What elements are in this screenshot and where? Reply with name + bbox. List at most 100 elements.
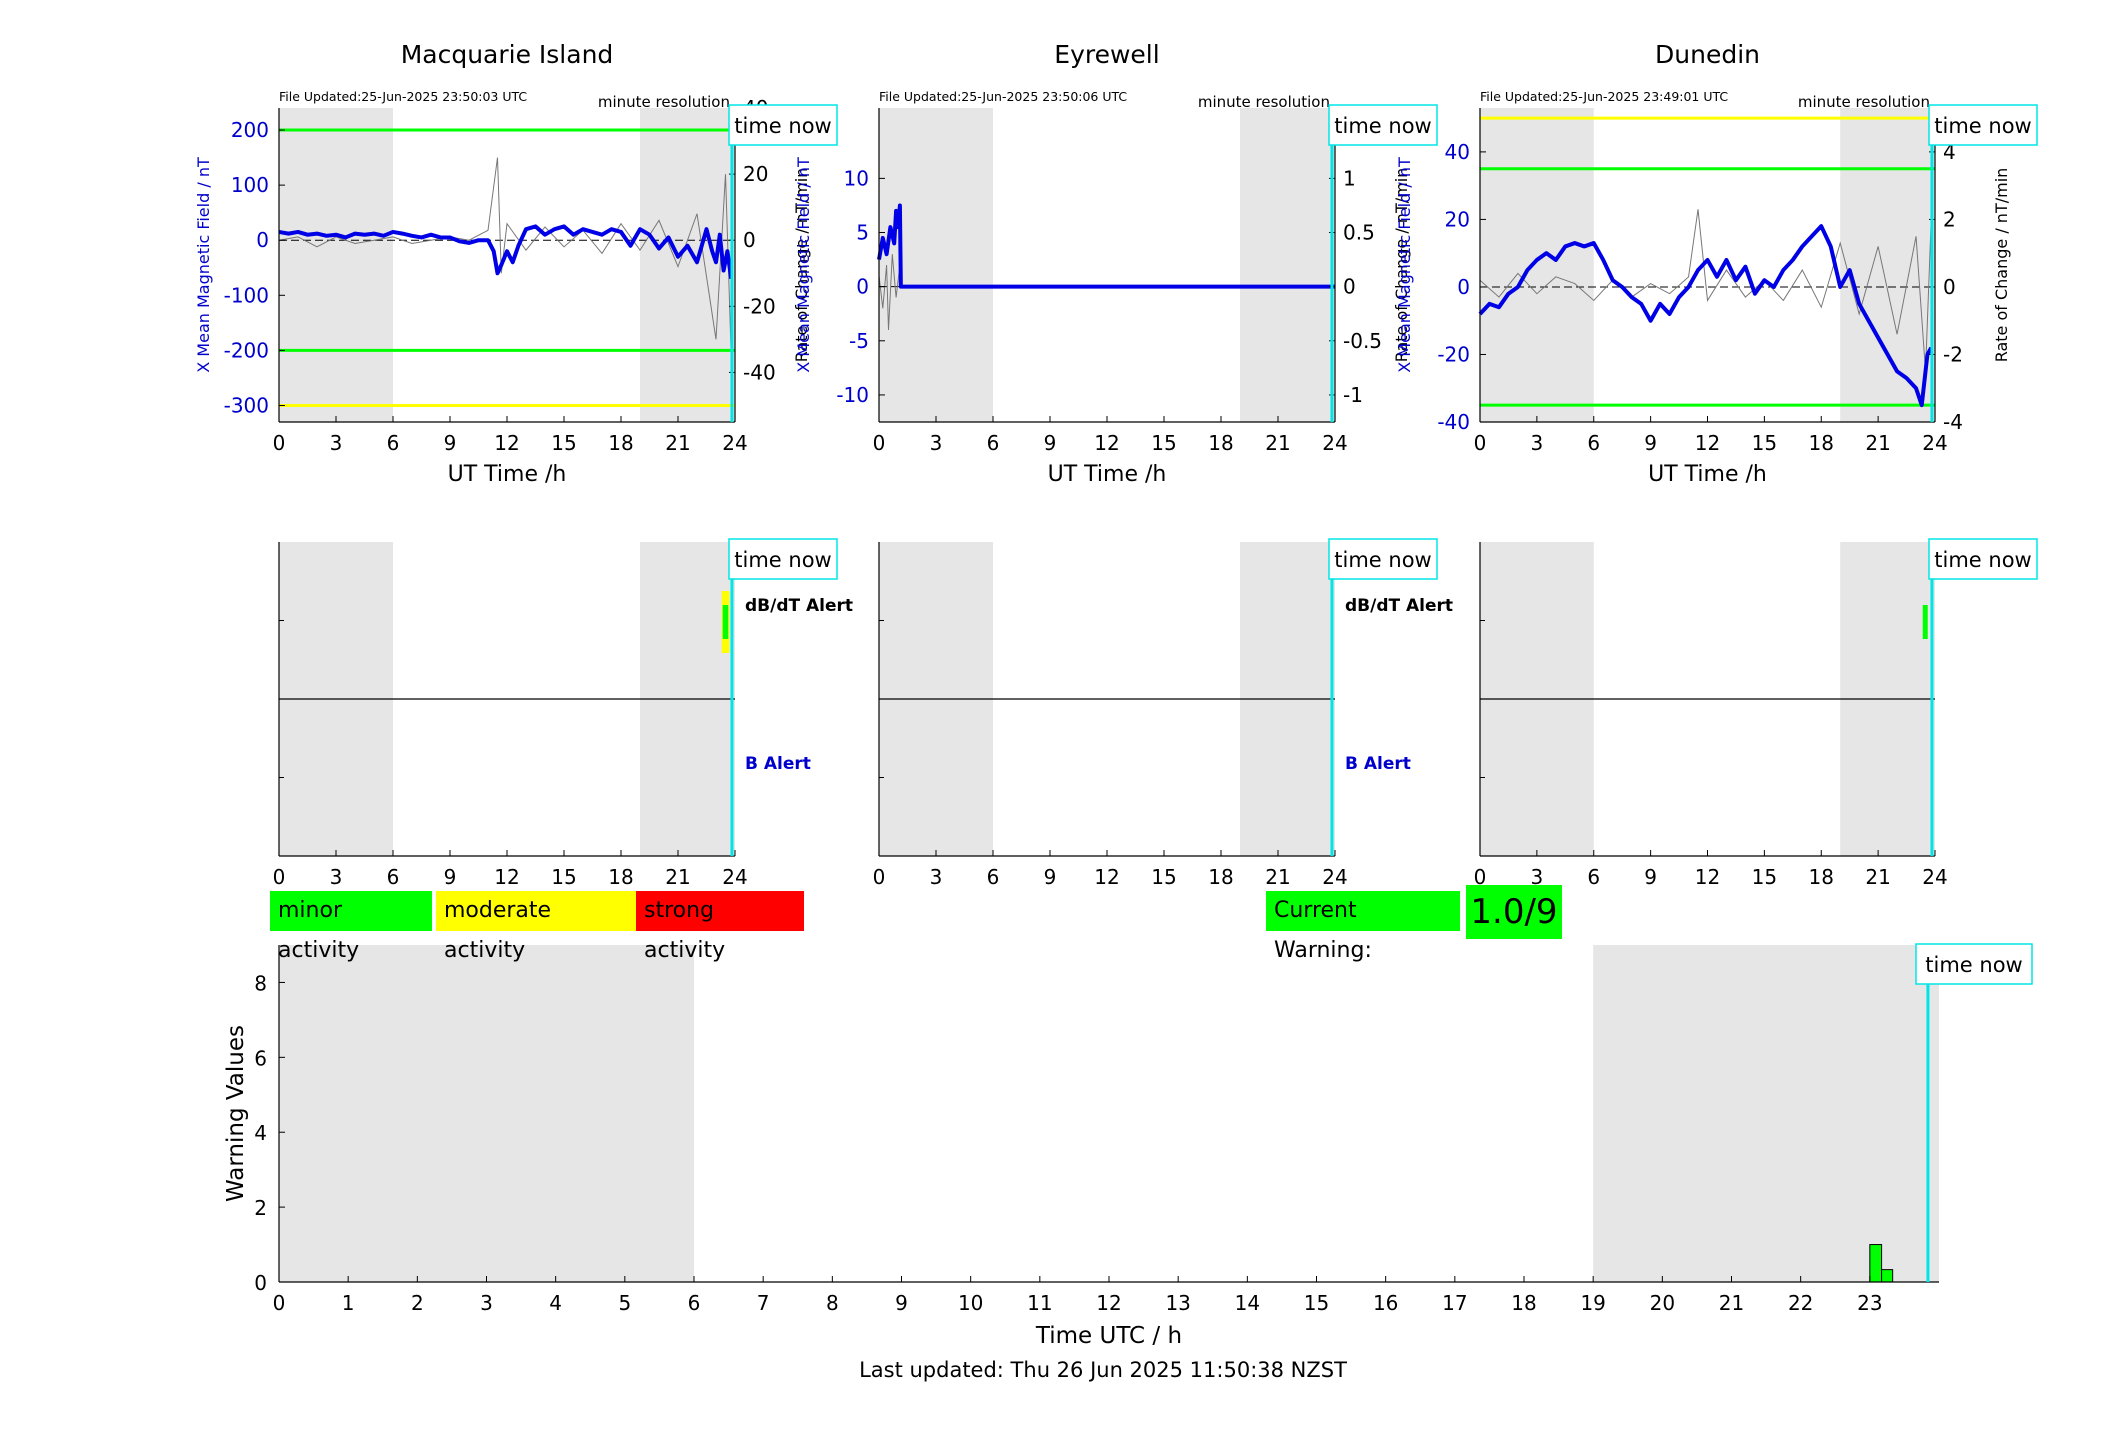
- top-0-ytick-label-0: -300: [224, 393, 269, 417]
- warning-night-shade-0: [279, 945, 694, 1282]
- alert-1-xtick-label-1: 3: [930, 865, 943, 889]
- alert-0-xtick-label-8: 24: [722, 865, 747, 889]
- top-2-xtick-label-6: 18: [1809, 431, 1834, 455]
- alert-2-xtick-label-2: 6: [1587, 865, 1600, 889]
- top-0-ytick-right-label-0: -40: [743, 360, 776, 384]
- top-2-xtick-label-4: 12: [1695, 431, 1720, 455]
- alert-0-xtick-label-5: 15: [551, 865, 576, 889]
- top-1-ytick-right-label-1: -0.5: [1343, 329, 1382, 353]
- top-0-ytick-label-3: 0: [256, 228, 269, 252]
- top-1-ytick-right-label-0: -1: [1343, 383, 1363, 407]
- top-1-xtick-label-1: 3: [930, 431, 943, 455]
- top-2-night-shade-1: [1840, 108, 1935, 422]
- top-2-xtick-label-2: 6: [1587, 431, 1600, 455]
- top-1-xtick-label-5: 15: [1151, 431, 1176, 455]
- warning-xtick-label-0: 0: [273, 1291, 286, 1315]
- warning-time-now-box: [1915, 943, 2033, 985]
- warning-ylabel: Warning Values: [223, 1025, 249, 1202]
- top-0-xtick-label-6: 18: [608, 431, 633, 455]
- alert-0-xtick-label-2: 6: [387, 865, 400, 889]
- alert-1-xtick-label-7: 21: [1265, 865, 1290, 889]
- top-2-ytick-right-label-1: -2: [1943, 342, 1963, 366]
- warning-xtick-label-8: 8: [826, 1291, 839, 1315]
- top-2-xtick-label-7: 21: [1865, 431, 1890, 455]
- current-warning-label: Current Warning:: [1266, 891, 1460, 963]
- top-0-ylabel-right: Rate of Change / nT/min: [792, 168, 811, 363]
- top-2-xtick-label-1: 3: [1531, 431, 1544, 455]
- warning-xtick-label-7: 7: [757, 1291, 770, 1315]
- alert-2-xtick-label-0: 0: [1474, 865, 1487, 889]
- alert-0-dbdt-label: dB/dT Alert: [745, 596, 853, 616]
- top-0-ytick-label-4: 100: [231, 173, 269, 197]
- top-2-ytick-right-label-3: 2: [1943, 207, 1956, 231]
- top-0-xtick-label-4: 12: [494, 431, 519, 455]
- top-1-ylabel: X Mean Magnetic Field / nT: [794, 157, 813, 373]
- alert-1-xtick-label-5: 15: [1151, 865, 1176, 889]
- warning-ytick-label-4: 8: [254, 971, 267, 995]
- top-2-ytick-right-label-4: 4: [1943, 140, 1956, 164]
- alert-2-xtick-label-1: 3: [1531, 865, 1544, 889]
- top-0-night-shade-0: [279, 108, 393, 422]
- alert-0-time-now-box: [728, 538, 838, 580]
- top-1-b-series: [877, 203, 1335, 289]
- top-0-night-shade-1: [640, 108, 735, 422]
- top-1-ylabel-right: Rate of Change / nT/min: [1392, 168, 1411, 363]
- top-0-ytick-label-2: -100: [224, 283, 269, 307]
- warning-xtick-label-1: 1: [342, 1291, 355, 1315]
- alert-2-xtick-label-7: 21: [1865, 865, 1890, 889]
- top-2-file-updated: File Updated:25-Jun-2025 23:49:01 UTC: [1480, 89, 1728, 104]
- top-2-xtick-label-3: 9: [1644, 431, 1657, 455]
- warning-xtick-label-9: 9: [895, 1291, 908, 1315]
- alert-0-dbdt-alert-1: [722, 605, 729, 639]
- alert-2-xtick-label-8: 24: [1922, 865, 1947, 889]
- warning-time-now-label: time now: [1925, 953, 2022, 977]
- top-0-ytick-right-label-2: 0: [743, 228, 756, 252]
- top-1-ytick-label-4: 10: [844, 166, 869, 190]
- last-updated-text: Last updated: Thu 26 Jun 2025 11:50:38 N…: [859, 1358, 1347, 1382]
- top-0-ytick-label-5: 200: [231, 118, 269, 142]
- top-0-ylabel: X Mean Magnetic Field / nT: [194, 157, 213, 373]
- legend-strong-activity: strong activity: [636, 891, 804, 963]
- top-0-ytick-right-label-3: 20: [743, 162, 768, 186]
- top-1-file-updated: File Updated:25-Jun-2025 23:50:06 UTC: [879, 89, 1127, 104]
- alert-1-dbdt-label: dB/dT Alert: [1345, 596, 1453, 616]
- top-2-ytick-label-0: -40: [1437, 410, 1470, 434]
- legend-minor-activity: minor activity: [270, 891, 432, 963]
- top-1-ytick-right-label-2: 0: [1343, 275, 1356, 299]
- alert-0-xtick-label-7: 21: [665, 865, 690, 889]
- top-1-ytick-right-label-4: 1: [1343, 166, 1356, 190]
- warning-ytick-label-3: 6: [254, 1046, 267, 1070]
- alert-1-xtick-label-8: 24: [1322, 865, 1347, 889]
- top-0-time-now-label: time now: [734, 114, 831, 138]
- top-1-xtick-label-8: 24: [1322, 431, 1347, 455]
- top-0-rate-series: [278, 157, 732, 356]
- top-2-rate-series: [1479, 209, 1932, 372]
- top-1-xtick-label-0: 0: [873, 431, 886, 455]
- top-0-xlabel: UT Time /h: [448, 462, 567, 487]
- alert-2-time-now-label: time now: [1934, 548, 2031, 572]
- alert-2-time-now-box: [1928, 538, 2038, 580]
- top-1-xtick-label-2: 6: [987, 431, 1000, 455]
- top-1-night-shade-1: [1240, 108, 1335, 422]
- top-0-xtick-label-3: 9: [444, 431, 457, 455]
- warning-ytick-label-1: 2: [254, 1196, 267, 1220]
- warning-xtick-label-15: 15: [1304, 1291, 1329, 1315]
- top-1-ytick-label-1: -5: [849, 329, 869, 353]
- alert-1-xtick-label-6: 18: [1208, 865, 1233, 889]
- warning-night-shade-1: [1593, 945, 1939, 1282]
- warning-xtick-label-17: 17: [1442, 1291, 1467, 1315]
- top-2-xtick-label-8: 24: [1922, 431, 1947, 455]
- alert-0-xtick-label-6: 18: [608, 865, 633, 889]
- top-1-xtick-label-4: 12: [1094, 431, 1119, 455]
- alert-1-time-now-box: [1328, 538, 1438, 580]
- top-2-time-now-label: time now: [1934, 114, 2031, 138]
- top-2-ytick-right-label-2: 0: [1943, 275, 1956, 299]
- warning-ytick-label-0: 0: [254, 1271, 267, 1295]
- alert-2-xtick-label-3: 9: [1644, 865, 1657, 889]
- warning-xtick-label-3: 3: [480, 1291, 493, 1315]
- warning-xtick-label-21: 21: [1719, 1291, 1744, 1315]
- top-1-ytick-label-2: 0: [856, 275, 869, 299]
- top-1-night-shade-0: [879, 108, 993, 422]
- alert-1-xtick-label-2: 6: [987, 865, 1000, 889]
